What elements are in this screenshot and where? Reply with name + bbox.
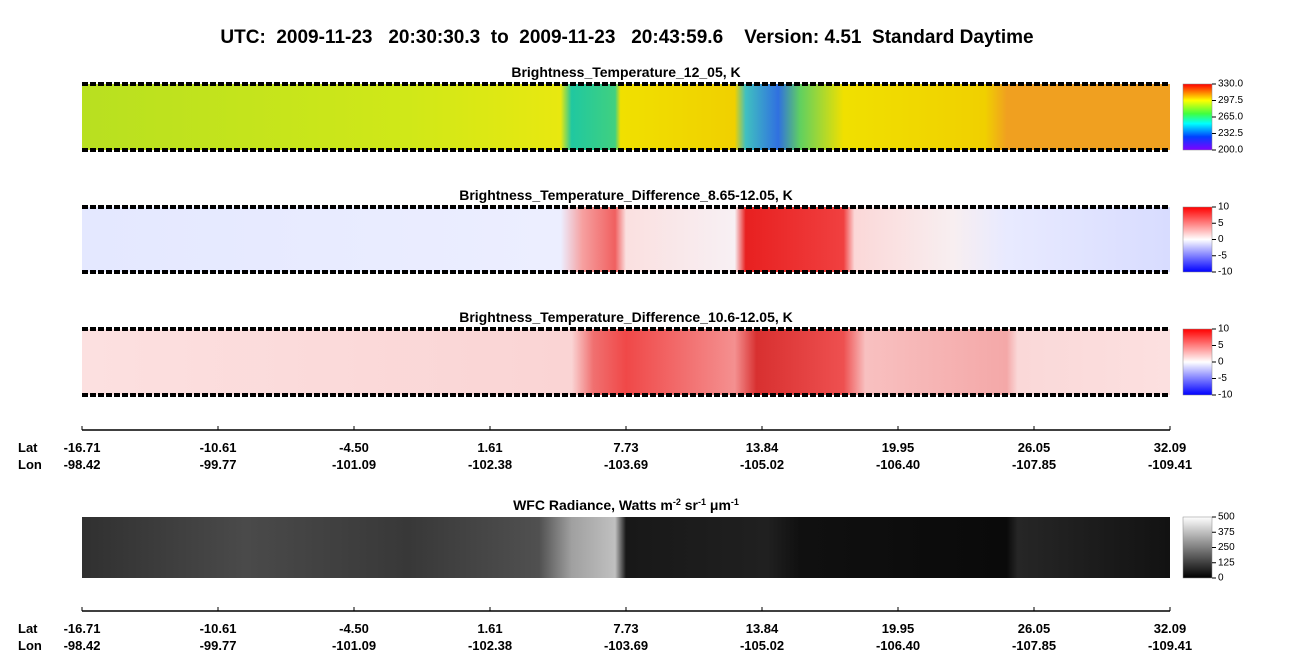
panel-image <box>82 207 1170 272</box>
axis-row-name: Lat <box>18 440 38 455</box>
axis-label: -105.02 <box>740 638 784 653</box>
colorbar-tick-label: 375 <box>1218 527 1235 538</box>
colorbar-tick-label: -5 <box>1218 250 1227 261</box>
title-part: μm <box>706 497 731 513</box>
colorbar <box>1182 83 1213 151</box>
colorbar-tick-label: 5 <box>1218 218 1224 229</box>
axis-label: -99.77 <box>200 457 237 472</box>
axis-label: -105.02 <box>740 457 784 472</box>
title-part: WFC Radiance, Watts m <box>513 497 673 513</box>
colorbar-tick-label: 10 <box>1218 202 1230 213</box>
axis-label: -101.09 <box>332 457 376 472</box>
panel-title: Brightness_Temperature_Difference_8.65-1… <box>459 187 793 203</box>
axis-label: -99.77 <box>200 638 237 653</box>
colorbar-tick-label: -10 <box>1218 390 1233 401</box>
panel-title: Brightness_Temperature_Difference_10.6-1… <box>459 309 793 325</box>
axis-label: 26.05 <box>1018 621 1051 636</box>
axis-label: -102.38 <box>468 638 512 653</box>
axis-label: -106.40 <box>876 638 920 653</box>
axis-row-name: Lon <box>18 457 42 472</box>
axis-label: 13.84 <box>746 621 779 636</box>
axis-label: -107.85 <box>1012 638 1056 653</box>
colorbar-tick-label: 265.0 <box>1218 112 1243 123</box>
colorbar-tick-label: 125 <box>1218 557 1235 568</box>
panel-image <box>82 329 1170 395</box>
colorbar-tick-label: 232.5 <box>1218 128 1243 139</box>
axis-label: 7.73 <box>613 440 638 455</box>
colorbar-tick-label: 5 <box>1218 340 1224 351</box>
colorbar <box>1182 206 1213 273</box>
axis-label: 1.61 <box>477 621 502 636</box>
axis-label: -16.71 <box>64 440 101 455</box>
colorbar-tick-label: -10 <box>1218 267 1233 278</box>
axis-label: -109.41 <box>1148 457 1192 472</box>
axis-label: -109.41 <box>1148 638 1192 653</box>
title-part: -1 <box>731 497 739 507</box>
colorbar-tick-label: 0 <box>1218 357 1224 368</box>
axis-label: -101.09 <box>332 638 376 653</box>
axis-label: 7.73 <box>613 621 638 636</box>
colorbar-tick-label: 200.0 <box>1218 145 1243 156</box>
axis-label: -10.61 <box>200 621 237 636</box>
colorbar-tick-label: 330.0 <box>1218 79 1243 90</box>
axis-label: -106.40 <box>876 457 920 472</box>
colorbar-tick-label: -5 <box>1218 373 1227 384</box>
axis-label: -10.61 <box>200 440 237 455</box>
axis-label: 32.09 <box>1154 621 1187 636</box>
colorbar-tick-label: 500 <box>1218 512 1235 523</box>
colorbar-tick-label: 10 <box>1218 324 1230 335</box>
axis-label: 32.09 <box>1154 440 1187 455</box>
axis-label: 19.95 <box>882 621 915 636</box>
colorbar-tick-label: 0 <box>1218 234 1224 245</box>
axis-label: -102.38 <box>468 457 512 472</box>
axis-label: 19.95 <box>882 440 915 455</box>
title-part: -1 <box>698 497 706 507</box>
axis-label: -103.69 <box>604 457 648 472</box>
axis-row-name: Lat <box>18 621 38 636</box>
axis-label: 1.61 <box>477 440 502 455</box>
axis-label: -4.50 <box>339 440 369 455</box>
colorbar-tick-label: 250 <box>1218 542 1235 553</box>
colorbar <box>1182 328 1213 396</box>
axis-label: -16.71 <box>64 621 101 636</box>
panel-title: Brightness_Temperature_12_05, K <box>511 64 740 80</box>
panel-image <box>82 517 1170 578</box>
title-part: sr <box>681 497 699 513</box>
panel-title: WFC Radiance, Watts m-2 sr-1 μm-1 <box>513 497 739 513</box>
axis-label: -98.42 <box>64 457 101 472</box>
colorbar-tick-label: 297.5 <box>1218 95 1243 106</box>
panel-image <box>82 84 1170 150</box>
page-title: UTC: 2009-11-23 20:30:30.3 to 2009-11-23… <box>220 27 1033 48</box>
axis-label: -103.69 <box>604 638 648 653</box>
axis-row-name: Lon <box>18 638 42 653</box>
axis-label: -98.42 <box>64 638 101 653</box>
axis-label: 26.05 <box>1018 440 1051 455</box>
axis-label: 13.84 <box>746 440 779 455</box>
colorbar-tick-label: 0 <box>1218 573 1224 584</box>
colorbar <box>1182 516 1213 579</box>
axis-label: -4.50 <box>339 621 369 636</box>
axis-label: -107.85 <box>1012 457 1056 472</box>
title-part: -2 <box>673 497 681 507</box>
